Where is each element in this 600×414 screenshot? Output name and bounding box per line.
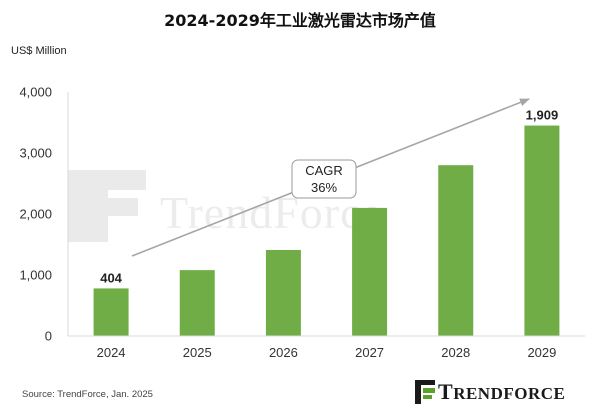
source-note: Source: TrendForce, Jan. 2025 bbox=[22, 389, 153, 400]
y-axis-unit-label: US$ Million bbox=[11, 45, 67, 57]
chart-title: 2024-2029年工业激光雷达市场产值 bbox=[164, 11, 436, 30]
trendforce-logo-mark bbox=[415, 380, 435, 404]
data-label: 1,909 bbox=[526, 108, 559, 123]
y-tick-label: 4,000 bbox=[19, 85, 52, 100]
data-label: 404 bbox=[100, 270, 122, 285]
trendforce-logo-text: TRENDFORCE bbox=[438, 379, 565, 405]
x-tick-label: 2024 bbox=[97, 345, 126, 360]
cagr-label: CAGR bbox=[305, 163, 343, 178]
bars-group bbox=[93, 125, 560, 336]
bar-2028 bbox=[438, 165, 474, 336]
x-tick-label: 2025 bbox=[183, 345, 212, 360]
data-labels: 404 1,909 bbox=[100, 108, 558, 286]
x-tick-label: 2027 bbox=[355, 345, 384, 360]
bar-2027 bbox=[352, 207, 388, 336]
bar-2024 bbox=[93, 288, 129, 336]
x-axis-ticks: 2024 2025 2026 2027 2028 2029 bbox=[97, 345, 557, 360]
bar-2026 bbox=[265, 249, 301, 336]
y-axis-ticks: 0 1,000 2,000 3,000 4,000 bbox=[19, 85, 52, 344]
logo-text-initial: T bbox=[438, 379, 454, 404]
bar-2025 bbox=[179, 270, 215, 336]
cagr-value: 36% bbox=[311, 180, 337, 195]
x-tick-label: 2026 bbox=[269, 345, 298, 360]
watermark-logo-mark bbox=[68, 170, 146, 242]
y-tick-label: 1,000 bbox=[19, 268, 52, 283]
y-tick-label: 0 bbox=[45, 329, 52, 344]
trendforce-logo: TRENDFORCE bbox=[415, 379, 565, 405]
y-tick-label: 2,000 bbox=[19, 207, 52, 222]
bar-2029 bbox=[524, 125, 560, 336]
logo-text-rest: RENDFORCE bbox=[453, 384, 566, 403]
x-tick-label: 2028 bbox=[441, 345, 470, 360]
cagr-callout: CAGR 36% bbox=[291, 159, 357, 199]
x-tick-label: 2029 bbox=[527, 345, 556, 360]
y-tick-label: 3,000 bbox=[19, 146, 52, 161]
